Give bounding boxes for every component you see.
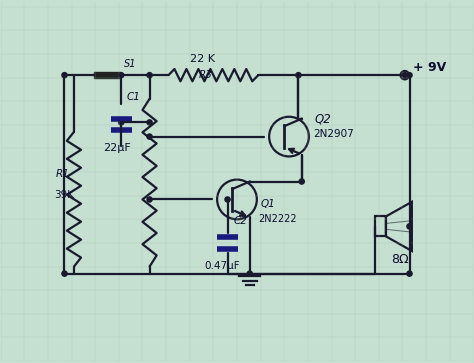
Circle shape — [118, 73, 124, 78]
Circle shape — [407, 271, 412, 276]
Text: 0.47μF: 0.47μF — [204, 261, 239, 271]
Circle shape — [247, 271, 252, 276]
Text: C1: C1 — [127, 92, 141, 102]
Text: R3: R3 — [199, 70, 213, 79]
Text: S1: S1 — [124, 59, 136, 69]
Circle shape — [407, 224, 412, 229]
Circle shape — [118, 120, 124, 125]
Circle shape — [147, 73, 152, 78]
Text: 39K: 39K — [54, 190, 74, 200]
Circle shape — [62, 73, 67, 78]
Text: Q2: Q2 — [315, 113, 332, 126]
Text: 22 K: 22 K — [190, 54, 215, 64]
Circle shape — [296, 73, 301, 78]
Text: Q1: Q1 — [261, 199, 275, 209]
Text: 2N2222: 2N2222 — [258, 214, 297, 224]
Circle shape — [147, 134, 152, 139]
Bar — [94, 72, 120, 78]
Text: R1: R1 — [56, 169, 70, 179]
Text: 2N2907: 2N2907 — [314, 129, 354, 139]
Text: C2: C2 — [233, 216, 247, 226]
Text: 22μF: 22μF — [103, 143, 131, 153]
Text: + 9V: + 9V — [413, 61, 447, 74]
Text: 8Ω: 8Ω — [392, 253, 409, 266]
Circle shape — [402, 73, 407, 78]
Circle shape — [225, 197, 230, 202]
Circle shape — [147, 120, 152, 125]
Circle shape — [147, 197, 152, 202]
Bar — [375, 216, 386, 236]
Circle shape — [62, 271, 67, 276]
Circle shape — [299, 179, 304, 184]
Circle shape — [407, 73, 412, 78]
